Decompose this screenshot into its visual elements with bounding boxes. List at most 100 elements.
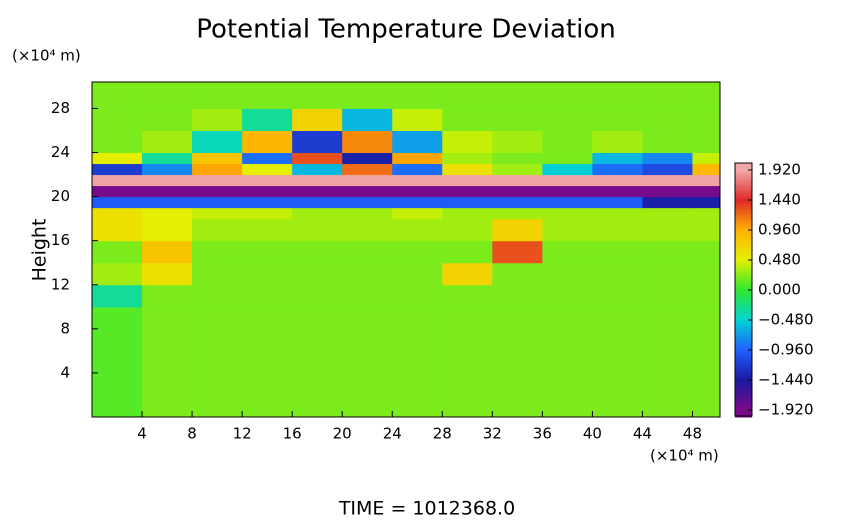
colorbar-segment xyxy=(735,263,752,266)
colorbar-segment xyxy=(735,271,752,274)
colorbar-segment xyxy=(735,313,752,316)
heatmap-cell xyxy=(92,207,143,220)
colorbar-label: −0.960 xyxy=(758,341,814,359)
heatmap-cell xyxy=(542,196,593,209)
heatmap-cell xyxy=(592,306,643,417)
colorbar-segment xyxy=(735,387,752,390)
heatmap-cell xyxy=(192,218,243,242)
heatmap-cell xyxy=(342,306,393,417)
y-tick-label: 8 xyxy=(60,319,70,337)
heatmap-cell xyxy=(142,185,193,198)
colorbar-segment xyxy=(735,385,752,388)
heatmap-cell xyxy=(642,163,693,176)
heatmap-cell xyxy=(692,262,720,286)
heatmap-cell xyxy=(192,130,243,154)
colorbar-segment xyxy=(735,347,752,350)
heatmap-cell xyxy=(142,108,193,131)
colorbar-segment xyxy=(735,201,752,204)
heatmap-cell xyxy=(142,196,193,209)
colorbar-segment xyxy=(735,401,752,404)
x-tick-label: 20 xyxy=(333,425,352,443)
colorbar-segment xyxy=(735,321,752,324)
heatmap-cell xyxy=(292,218,343,242)
heatmap-cell xyxy=(542,240,593,264)
colorbar-segment xyxy=(735,325,752,328)
colorbar-segment xyxy=(735,279,752,282)
colorbar-segment xyxy=(735,237,752,240)
colorbar-segment xyxy=(735,351,752,354)
colorbar-segment xyxy=(735,411,752,414)
heatmap-cell xyxy=(92,185,143,198)
heatmap-cell xyxy=(592,262,643,286)
heatmap-cell xyxy=(392,262,443,286)
colorbar-segment xyxy=(735,349,752,352)
colorbar-segment xyxy=(735,393,752,396)
heatmap-cell xyxy=(692,130,720,154)
colorbar-segment xyxy=(735,395,752,398)
colorbar-segment xyxy=(735,323,752,326)
colorbar-segment xyxy=(735,163,752,166)
heatmap-cell xyxy=(442,185,493,198)
heatmap-cell xyxy=(342,196,393,209)
heatmap-cell xyxy=(142,152,193,165)
heatmap-cell xyxy=(342,240,393,264)
heatmap-cell xyxy=(192,174,243,187)
x-tick-label: 48 xyxy=(683,425,702,443)
colorbar-segment xyxy=(735,297,752,300)
colorbar-segment xyxy=(735,295,752,298)
heatmap-cell xyxy=(492,163,543,176)
heatmap-cell xyxy=(542,108,593,131)
heatmap-cell xyxy=(692,82,720,109)
heatmap-cell xyxy=(292,82,343,109)
x-tick-label: 36 xyxy=(533,425,552,443)
colorbar-segment xyxy=(735,205,752,208)
heatmap-cell xyxy=(242,262,293,286)
colorbar-segment xyxy=(735,173,752,176)
y-tick-label: 12 xyxy=(51,275,70,293)
colorbar-label: 0.480 xyxy=(758,251,801,269)
x-tick-label: 28 xyxy=(433,425,452,443)
colorbar-segment xyxy=(735,341,752,344)
heatmap-cell xyxy=(142,284,193,308)
heatmap-cell xyxy=(292,174,343,187)
heatmap-cell xyxy=(192,82,243,109)
heatmap-cell xyxy=(192,284,243,308)
colorbar-segment xyxy=(735,373,752,376)
heatmap-cell xyxy=(492,207,543,220)
heatmap-cell xyxy=(442,163,493,176)
colorbar-segment xyxy=(735,287,752,290)
y-axis-label: Height xyxy=(29,219,51,282)
heatmap-cell xyxy=(442,207,493,220)
heatmap-cell xyxy=(292,185,343,198)
heatmap-cell xyxy=(542,185,593,198)
heatmap-cell xyxy=(92,218,143,242)
heatmap-cell xyxy=(242,207,293,220)
colorbar-segment xyxy=(735,183,752,186)
colorbar-segment xyxy=(735,277,752,280)
heatmap-cell xyxy=(242,185,293,198)
heatmap-cell xyxy=(492,82,543,109)
colorbar-segment xyxy=(735,291,752,294)
x-tick-label: 8 xyxy=(187,425,197,443)
colorbar-segment xyxy=(735,175,752,178)
colorbar-segment xyxy=(735,389,752,392)
heatmap-cell xyxy=(442,306,493,417)
colorbar-segment xyxy=(735,409,752,412)
heatmap-cell xyxy=(192,108,243,131)
colorbar-label: −1.440 xyxy=(758,371,814,389)
colorbar-segment xyxy=(735,269,752,272)
heatmap-cell xyxy=(92,108,143,131)
heatmap-cell xyxy=(592,185,643,198)
heatmap-cell xyxy=(242,82,293,109)
colorbar-segment xyxy=(735,267,752,270)
heatmap-cell xyxy=(392,306,443,417)
colorbar-segment xyxy=(735,241,752,244)
heatmap-cell xyxy=(392,196,443,209)
colorbar-segment xyxy=(735,197,752,200)
colorbar-segment xyxy=(735,233,752,236)
heatmap-cell xyxy=(542,218,593,242)
x-tick-label: 24 xyxy=(383,425,402,443)
colorbar-segment xyxy=(735,215,752,218)
heatmap-cell xyxy=(242,284,293,308)
